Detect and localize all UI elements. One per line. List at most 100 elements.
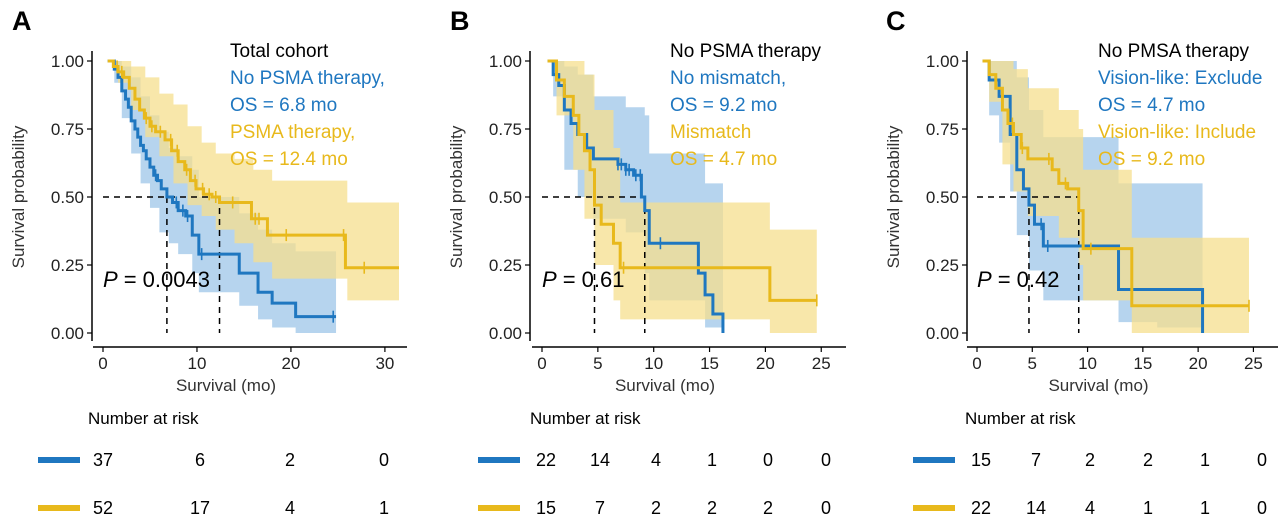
y-tick-label: 0.00 <box>926 324 959 343</box>
legend-series-name: No mismatch, <box>670 68 786 89</box>
km-line-yellow <box>107 59 399 270</box>
legend-series-name: PSMA therapy, <box>230 122 355 143</box>
risk-number: 37 <box>93 450 113 470</box>
p-value-label: P <box>542 267 557 292</box>
risk-number: 0 <box>821 450 831 470</box>
risk-number: 2 <box>285 450 295 470</box>
ci-band-yellow <box>107 61 399 301</box>
legend-os-label: OS = 6.8 mo <box>230 95 337 116</box>
risk-number: 22 <box>536 450 556 470</box>
x-axis-title: Survival (mo) <box>176 376 276 395</box>
p-value-text: P = 0.61 <box>542 267 624 292</box>
x-tick-label: 10 <box>644 354 663 373</box>
y-tick-label: 0.25 <box>489 256 522 275</box>
legend-series-name: Mismatch <box>670 122 751 143</box>
panel-letter: B <box>450 6 470 36</box>
x-tick-label: 0 <box>98 354 107 373</box>
km-line-yellow <box>547 59 817 302</box>
y-tick-label: 1.00 <box>51 52 84 71</box>
risk-table-title: Number at risk <box>88 409 199 428</box>
y-tick-label: 1.00 <box>926 52 959 71</box>
p-value-number: = 0.42 <box>998 267 1060 292</box>
panel-b: B0.000.250.500.751.000 5 10 15 20 25Survival … <box>447 6 846 518</box>
risk-number: 7 <box>595 498 605 518</box>
x-tick-label: 10 <box>1078 354 1097 373</box>
risk-number: 14 <box>590 450 610 470</box>
risk-number: 4 <box>651 450 661 470</box>
risk-table-title: Number at risk <box>530 409 641 428</box>
risk-number: 52 <box>93 498 113 518</box>
x-tick-label: 5 <box>1028 354 1037 373</box>
ci-band-yellow <box>547 61 817 333</box>
risk-number: 2 <box>763 498 773 518</box>
risk-number: 6 <box>195 450 205 470</box>
risk-number: 2 <box>707 498 717 518</box>
x-axis-title: Survival (mo) <box>1048 376 1148 395</box>
risk-number: 14 <box>1026 498 1046 518</box>
km-line-blue <box>982 59 1205 333</box>
x-tick-label: 25 <box>812 354 831 373</box>
legend-os-label: OS = 4.7 mo <box>1098 95 1205 116</box>
risk-number: 0 <box>821 498 831 518</box>
x-tick-label: 15 <box>1133 354 1152 373</box>
p-value-number: = 0.61 <box>563 267 625 292</box>
risk-number: 1 <box>1200 450 1210 470</box>
panel-letter: A <box>12 6 32 36</box>
legend-os-label: OS = 4.7 mo <box>670 149 777 170</box>
x-axis-title: Survival (mo) <box>615 376 715 395</box>
y-tick-label: 0.25 <box>926 256 959 275</box>
x-tick-label: 10 <box>188 354 207 373</box>
legend-title: No PSMA therapy <box>670 41 822 62</box>
y-tick-label: 0.50 <box>926 188 959 207</box>
legend-os-label: OS = 9.2 mo <box>670 95 777 116</box>
y-tick-label: 0.75 <box>489 120 522 139</box>
risk-number: 0 <box>1257 498 1267 518</box>
risk-number: 4 <box>285 498 295 518</box>
legend-series-name: Vision-like: Exclude <box>1098 68 1262 89</box>
risk-number: 0 <box>1257 450 1267 470</box>
p-value-label: P <box>103 267 118 292</box>
legend-os-label: OS = 9.2 mo <box>1098 149 1205 170</box>
risk-number: 1 <box>707 450 717 470</box>
risk-number: 17 <box>190 498 210 518</box>
ci-band-yellow <box>982 61 1249 333</box>
risk-number: 22 <box>971 498 991 518</box>
x-tick-label: 15 <box>700 354 719 373</box>
x-tick-label: 30 <box>375 354 394 373</box>
x-tick-label: 5 <box>593 354 602 373</box>
km-line-yellow <box>982 59 1249 308</box>
risk-number: 2 <box>1085 450 1095 470</box>
risk-number: 0 <box>763 450 773 470</box>
panel-letter: C <box>886 6 906 36</box>
p-value-text: P = 0.0043 <box>103 267 210 292</box>
x-tick-label: 0 <box>537 354 546 373</box>
x-tick-label: 0 <box>972 354 981 373</box>
y-tick-label: 0.00 <box>489 324 522 343</box>
legend-title: No PMSA therapy <box>1098 41 1250 62</box>
legend-series-name: No PSMA therapy, <box>230 68 385 89</box>
p-value-label: P <box>977 267 992 292</box>
p-value-number: = 0.0043 <box>124 267 210 292</box>
risk-number: 15 <box>971 450 991 470</box>
risk-number: 2 <box>651 498 661 518</box>
risk-number: 15 <box>536 498 556 518</box>
y-axis-title: Survival probability <box>9 125 28 268</box>
y-tick-label: 0.25 <box>51 256 84 275</box>
panel-c: C0.000.250.500.751.000 5 10 15 20 25Survival … <box>884 6 1278 518</box>
risk-number: 0 <box>379 450 389 470</box>
y-axis-title: Survival probability <box>884 125 903 268</box>
y-tick-label: 0.75 <box>51 120 84 139</box>
risk-number: 2 <box>1143 450 1153 470</box>
y-axis-title: Survival probability <box>447 125 466 268</box>
km-line-blue <box>107 59 337 319</box>
y-tick-label: 0.50 <box>489 188 522 207</box>
x-tick-label: 25 <box>1244 354 1263 373</box>
x-tick-label: 20 <box>1189 354 1208 373</box>
risk-number: 1 <box>379 498 389 518</box>
legend-os-label: OS = 12.4 mo <box>230 149 348 170</box>
risk-table-title: Number at risk <box>965 409 1076 428</box>
legend-series-name: Vision-like: Include <box>1098 122 1256 143</box>
p-value-text: P = 0.42 <box>977 267 1059 292</box>
